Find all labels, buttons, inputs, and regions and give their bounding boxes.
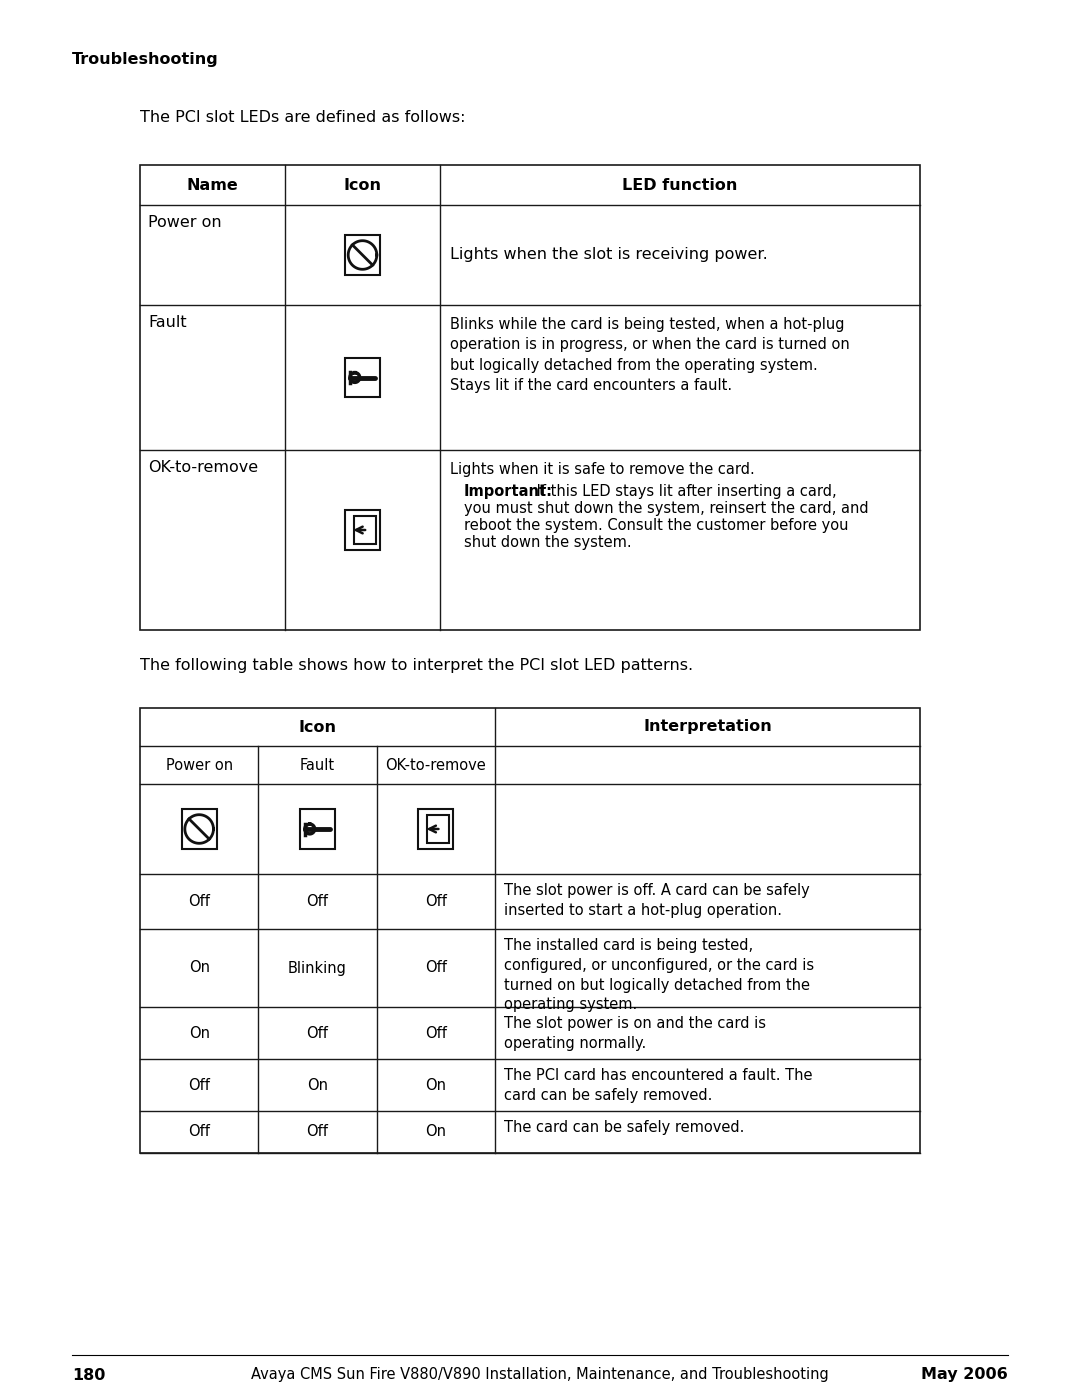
Text: 180: 180	[72, 1368, 106, 1383]
Bar	[345, 510, 380, 550]
Text: Fault: Fault	[300, 757, 335, 773]
Text: The PCI slot LEDs are defined as follows:: The PCI slot LEDs are defined as follows…	[140, 110, 465, 124]
Bar	[345, 235, 380, 275]
Bar	[140, 165, 920, 630]
Text: Lights when the slot is receiving power.: Lights when the slot is receiving power.	[450, 247, 768, 263]
Text: Important:: Important:	[464, 483, 553, 499]
Text: On: On	[189, 1025, 210, 1041]
Text: On: On	[189, 961, 210, 975]
Text: The slot power is on and the card is
operating normally.: The slot power is on and the card is ope…	[504, 1016, 766, 1051]
Text: Off: Off	[424, 961, 447, 975]
Text: On: On	[426, 1077, 446, 1092]
Text: Power on: Power on	[148, 215, 221, 231]
Text: Interpretation: Interpretation	[643, 719, 772, 735]
Text: Off: Off	[307, 1025, 328, 1041]
Bar	[300, 809, 335, 849]
Bar	[345, 358, 380, 397]
Text: reboot the system. Consult the customer before you: reboot the system. Consult the customer …	[464, 518, 849, 534]
Text: Off: Off	[424, 1025, 447, 1041]
Text: The following table shows how to interpret the PCI slot LED patterns.: The following table shows how to interpr…	[140, 658, 693, 673]
Text: The slot power is off. A card can be safely
inserted to start a hot-plug operati: The slot power is off. A card can be saf…	[504, 883, 810, 918]
Bar	[354, 515, 376, 545]
Bar	[418, 809, 454, 849]
Text: OK-to-remove: OK-to-remove	[148, 460, 258, 475]
Text: The card can be safely removed.: The card can be safely removed.	[504, 1120, 744, 1134]
Text: Off: Off	[188, 894, 211, 909]
Text: Lights when it is safe to remove the card.: Lights when it is safe to remove the car…	[450, 462, 755, 476]
Text: The installed card is being tested,
configured, or unconfigured, or the card is
: The installed card is being tested, conf…	[504, 937, 814, 1013]
Text: Name: Name	[187, 177, 239, 193]
Text: May 2006: May 2006	[921, 1368, 1008, 1383]
Text: On: On	[307, 1077, 328, 1092]
Bar	[181, 809, 217, 849]
Text: Icon: Icon	[343, 177, 381, 193]
Text: Power on: Power on	[165, 757, 232, 773]
Text: If this LED stays lit after inserting a card,: If this LED stays lit after inserting a …	[532, 483, 837, 499]
Text: Icon: Icon	[298, 719, 337, 735]
Text: OK-to-remove: OK-to-remove	[386, 757, 486, 773]
Text: On: On	[426, 1125, 446, 1140]
Text: Off: Off	[188, 1077, 211, 1092]
Text: Off: Off	[307, 894, 328, 909]
Text: Avaya CMS Sun Fire V880/V890 Installation, Maintenance, and Troubleshooting: Avaya CMS Sun Fire V880/V890 Installatio…	[252, 1368, 828, 1383]
Text: Off: Off	[307, 1125, 328, 1140]
Text: LED function: LED function	[622, 177, 738, 193]
Text: shut down the system.: shut down the system.	[464, 535, 632, 550]
Text: you must shut down the system, reinsert the card, and: you must shut down the system, reinsert …	[464, 502, 868, 515]
Text: The PCI card has encountered a fault. The
card can be safely removed.: The PCI card has encountered a fault. Th…	[504, 1067, 812, 1102]
Text: Troubleshooting: Troubleshooting	[72, 52, 219, 67]
Text: Fault: Fault	[148, 314, 187, 330]
Text: Blinking: Blinking	[288, 961, 347, 975]
Text: Off: Off	[424, 894, 447, 909]
Bar	[427, 814, 449, 844]
Text: Off: Off	[188, 1125, 211, 1140]
Text: Blinks while the card is being tested, when a hot-plug
operation is in progress,: Blinks while the card is being tested, w…	[450, 317, 850, 393]
Bar	[140, 708, 920, 1153]
